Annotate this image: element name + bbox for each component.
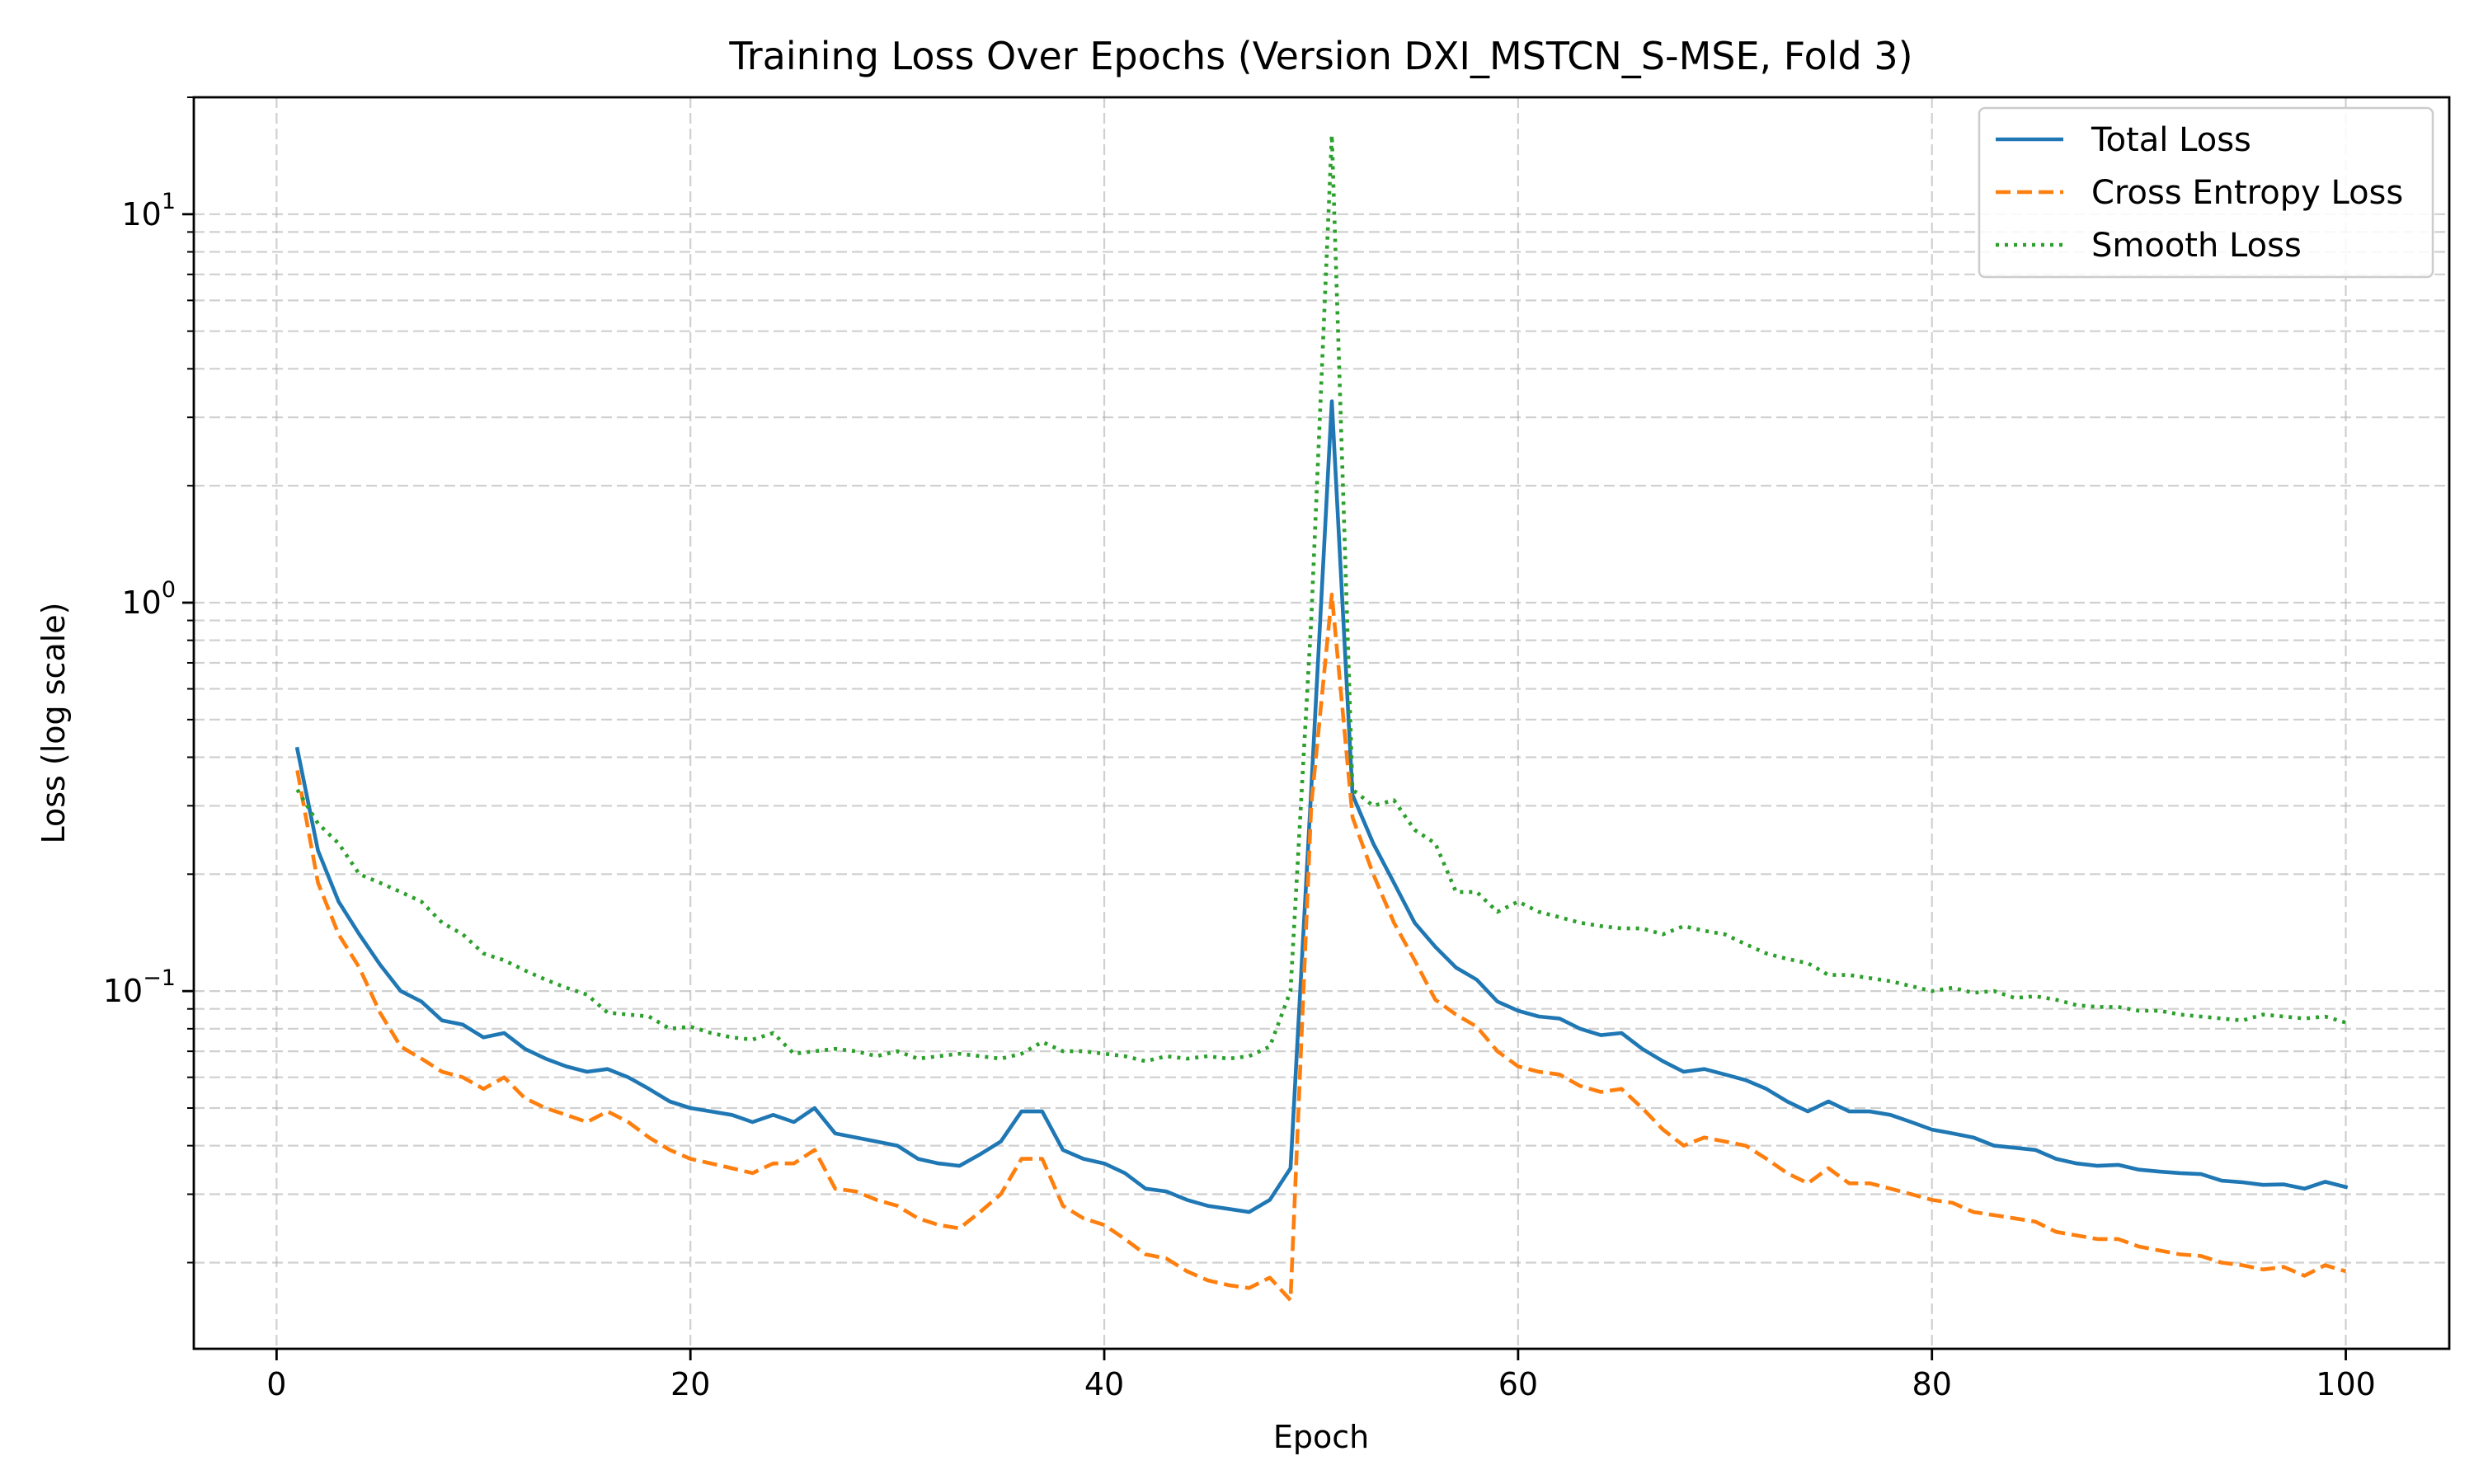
x-axis-label: Epoch xyxy=(1273,1419,1369,1455)
x-tick-label: 80 xyxy=(1912,1366,1952,1402)
ticks: 0 20 40 60 80 100 10−1 100 101 xyxy=(103,96,2376,1402)
grid xyxy=(194,96,2449,1349)
x-tick-label: 100 xyxy=(2316,1366,2376,1402)
x-tick-label: 60 xyxy=(1498,1366,1538,1402)
legend-label: Smooth Loss xyxy=(2091,227,2302,265)
x-tick-label: 20 xyxy=(670,1366,710,1402)
y-tick-label: 100 xyxy=(121,577,176,621)
x-tick-label: 40 xyxy=(1084,1366,1124,1402)
series-line-cross-entropy-loss xyxy=(295,592,2347,1303)
legend-label: Cross Entropy Loss xyxy=(2091,174,2403,212)
y-tick-label: 101 xyxy=(121,189,176,232)
chart-title: Training Loss Over Epochs (Version DXI_M… xyxy=(728,34,1912,78)
legend-label: Total Loss xyxy=(2091,121,2251,159)
x-tick-label: 0 xyxy=(266,1366,286,1402)
legend-box xyxy=(1978,106,2434,279)
legend: Total Loss Cross Entropy Loss Smooth Loss xyxy=(1978,106,2434,279)
series-lines xyxy=(294,133,2349,1303)
y-tick-label: 10−1 xyxy=(103,965,176,1009)
plot-frame xyxy=(192,96,2451,1350)
y-axis-label: Loss (log scale) xyxy=(35,603,72,844)
series-line-smooth-loss xyxy=(295,133,2347,1064)
series-line-total-loss xyxy=(294,399,2349,1214)
